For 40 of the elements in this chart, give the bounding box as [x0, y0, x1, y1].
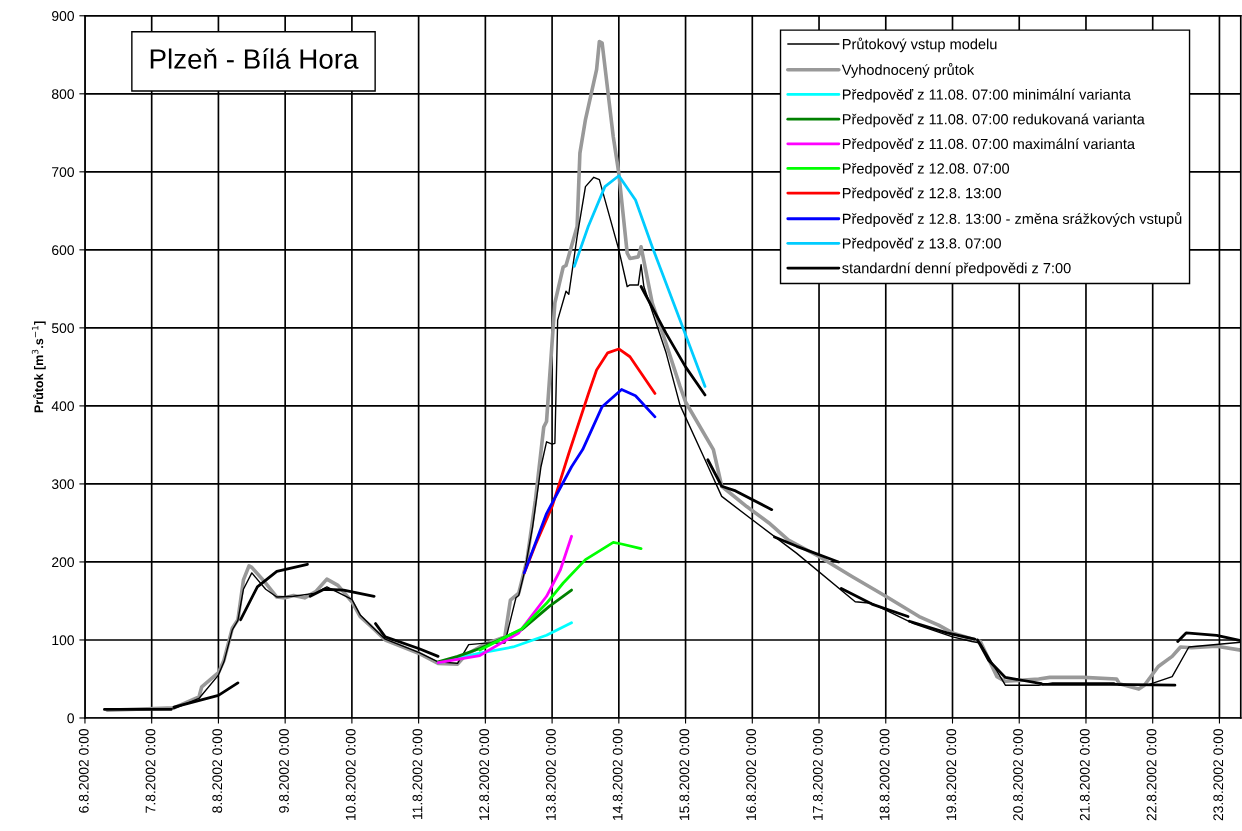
x-tick-label: 16.8.2002 0:00 [746, 728, 757, 821]
x-tick-label: 20.8.2002 0:00 [1013, 728, 1023, 821]
y-tick-label: 100 [52, 635, 74, 646]
x-tick-label: 15.8.2002 0:00 [679, 728, 690, 821]
y-tick-label: 500 [51, 323, 74, 334]
legend-label: Předpověď z 12.8. 13:00 [842, 187, 1001, 202]
x-tick-label: 18.8.2002 0:00 [879, 728, 890, 821]
y-tick-label: 400 [51, 401, 74, 412]
y-tick-label: 700 [52, 167, 74, 177]
legend-label: Předpověď z 11.08. 07:00 redukovaná varianta [842, 113, 1145, 128]
y-tick-label: 0 [67, 713, 74, 724]
x-tick-label: 22.8.2002 0:00 [1146, 728, 1157, 821]
x-tick-label: 7.8.2002 0:00 [145, 728, 156, 813]
legend-label: Předpověď z 11.08. 07:00 maximální varianta [842, 138, 1136, 152]
legend-label: Předpověď z 11.08. 07:00 minimální varianta [842, 88, 1131, 103]
legend-label: standardní denní předpovědi z 7:00 [842, 262, 1071, 277]
y-tick-label: 300 [51, 479, 74, 490]
x-tick-label: 11.8.2002 0:00 [412, 728, 423, 819]
x-tick-label: 9.8.2002 0:00 [279, 728, 289, 813]
x-tick-label: 10.8.2002 0:00 [345, 728, 356, 821]
legend-label: Průtokový vstup modelu [842, 37, 997, 53]
x-tick-label: 12.8.2002 0:00 [479, 728, 490, 821]
x-tick-label: 13.8.2002 0:00 [545, 728, 556, 821]
text: Plzeň - Bílá Hora [150, 48, 359, 69]
y-tick-label: 200 [52, 557, 74, 568]
x-tick-label: 6.8.2002 0:00 [78, 728, 89, 813]
x-tick-label: 14.8.2002 0:00 [612, 728, 623, 821]
x-tick-label: 19.8.2002 0:00 [946, 728, 957, 821]
legend-label: Vyhodnocený průtok [841, 63, 975, 78]
y-axis-title: Průtok [m$^{3}$.s$^{−1}$] [31, 321, 46, 413]
legend-label: Předpověď z 12.08. 07:00 [842, 162, 1010, 177]
x-tick-label: 8.8.2002 0:00 [212, 728, 223, 813]
legend-label: Předpověď z 13.8. 07:00 [842, 237, 1001, 252]
y-tick-label: 800 [51, 89, 74, 99]
legend-label: Předpověď z 12.8. 13:00 - změna srážkových vstupů [842, 212, 1182, 227]
x-tick-label: 23.8.2002 0:00 [1213, 728, 1224, 821]
y-tick-label: 600 [52, 245, 74, 256]
x-tick-label: 17.8.2002 0:00 [812, 728, 823, 821]
y-tick-label: 900 [52, 11, 74, 21]
x-tick-label: 21.8.2002 0:00 [1079, 728, 1090, 821]
